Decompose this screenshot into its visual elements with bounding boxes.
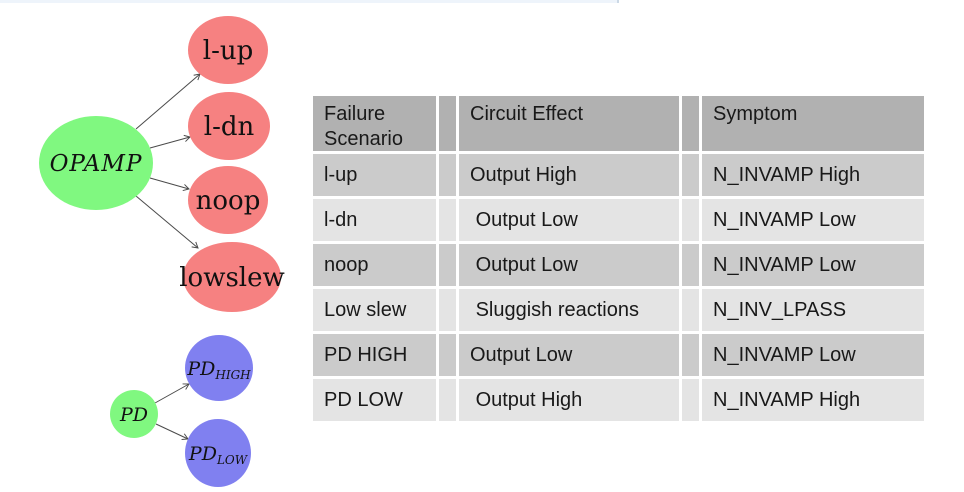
edge-opamp-ldn: [149, 134, 191, 149]
spacer-cell: [439, 154, 456, 196]
spacer-cell: [682, 289, 699, 331]
spacer-cell: [682, 199, 699, 241]
cell-circuit-effect: Sluggish reactions: [459, 289, 679, 331]
cell-symptom: N_INVAMP Low: [702, 244, 924, 286]
cell-circuit-effect: Output Low: [459, 334, 679, 376]
header-circuit-effect: Circuit Effect: [459, 96, 679, 151]
spacer-cell: [682, 334, 699, 376]
node-pd: [110, 390, 158, 438]
header-failure-scenario: Failure Scenario: [313, 96, 436, 151]
cell-failure-scenario: PD LOW: [313, 379, 436, 421]
node-noop-label: noop: [196, 186, 261, 216]
spacer-cell: [439, 334, 456, 376]
node-l-dn-label: l-dn: [204, 112, 255, 142]
edge-pd-pdlow: [155, 423, 189, 440]
fault-tree-diagram: OPAMP l-up l-dn noop lowslew PD PDHIGH P…: [39, 16, 285, 487]
node-pd-low-label: PDLOW: [188, 443, 249, 467]
edge-opamp-lowslew: [135, 195, 199, 249]
edge-opamp-noop: [149, 177, 190, 192]
spacer-cell: [682, 154, 699, 196]
cell-failure-scenario: l-dn: [313, 199, 436, 241]
cell-failure-scenario: PD HIGH: [313, 334, 436, 376]
cell-symptom: N_INVAMP Low: [702, 199, 924, 241]
spacer-cell: [682, 96, 699, 151]
node-pd-low: [185, 419, 251, 487]
cell-symptom: N_INVAMP High: [702, 154, 924, 196]
cell-circuit-effect: Output Low: [459, 199, 679, 241]
cell-circuit-effect: Output Low: [459, 244, 679, 286]
node-l-dn: [188, 92, 270, 160]
spacer-cell: [439, 96, 456, 151]
spacer-cell: [439, 289, 456, 331]
node-noop: [188, 166, 268, 234]
node-pd-high: [185, 335, 253, 401]
spacer-cell: [439, 199, 456, 241]
spacer-cell: [682, 379, 699, 421]
cell-circuit-effect: Output High: [459, 154, 679, 196]
cell-symptom: N_INV_LPASS: [702, 289, 924, 331]
cell-failure-scenario: l-up: [313, 154, 436, 196]
spacer-cell: [439, 244, 456, 286]
failure-scenario-table: Failure Scenario Circuit Effect Symptom …: [313, 96, 924, 421]
edge-opamp-lup: [135, 73, 201, 130]
window-top-edge: [0, 0, 619, 3]
cell-failure-scenario: noop: [313, 244, 436, 286]
node-pd-label: PD: [119, 404, 148, 426]
cell-circuit-effect: Output High: [459, 379, 679, 421]
node-l-up: [188, 16, 268, 84]
node-lowslew: [183, 242, 281, 312]
cell-symptom: N_INVAMP Low: [702, 334, 924, 376]
edge-pd-pdhigh: [154, 383, 190, 404]
node-opamp: [39, 116, 153, 210]
node-lowslew-label: lowslew: [179, 263, 285, 293]
spacer-cell: [439, 379, 456, 421]
cell-failure-scenario: Low slew: [313, 289, 436, 331]
spacer-cell: [682, 244, 699, 286]
node-l-up-label: l-up: [203, 36, 254, 66]
cell-symptom: N_INVAMP High: [702, 379, 924, 421]
node-pd-high-label: PDHIGH: [186, 358, 251, 382]
header-symptom: Symptom: [702, 96, 924, 151]
node-opamp-label: OPAMP: [50, 151, 143, 177]
